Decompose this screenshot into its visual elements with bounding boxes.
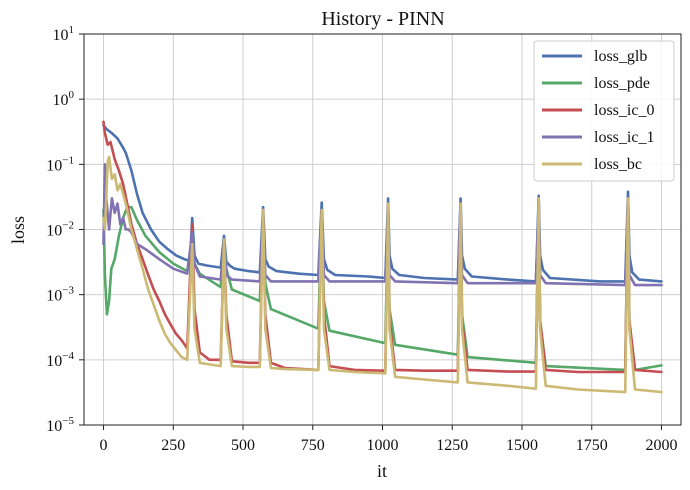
y-tick-exponent: −1: [62, 154, 74, 166]
y-tick-label: 10−5: [46, 415, 74, 435]
series-layer: [102, 120, 663, 394]
x-tick-label: 2000: [645, 437, 677, 454]
legend-label: loss_glb: [594, 48, 647, 65]
y-tick-label: 10−2: [46, 220, 74, 240]
y-tick-exponent: −4: [62, 350, 74, 362]
series-line-loss-bc: [102, 155, 663, 394]
y-tick-exponent: −3: [62, 285, 74, 297]
series-line-loss-ic-1: [102, 163, 663, 287]
legend-label: loss_ic_1: [594, 129, 654, 146]
y-tick-label: 100: [53, 89, 75, 109]
legend: loss_glb loss_pde loss_ic_0 loss_ic_1 loss_b…: [533, 40, 675, 182]
legend-label: loss_bc: [594, 156, 642, 173]
legend-label: loss_pde: [594, 75, 650, 92]
y-tick-base: 10: [46, 288, 62, 305]
legend-label: loss_ic_0: [594, 102, 654, 119]
x-tick-label: 750: [301, 437, 325, 454]
ticks-layer: 0 250 500 750 1000 1250 1500 1750 200010−510−410…: [46, 24, 677, 454]
x-tick-label: 1250: [436, 437, 468, 454]
x-tick-label: 1000: [367, 437, 399, 454]
y-tick-label: 10−3: [46, 285, 74, 305]
y-tick-exponent: 0: [69, 89, 75, 101]
y-tick-exponent: −2: [62, 220, 74, 232]
y-tick-base: 10: [46, 418, 62, 435]
x-tick-label: 1750: [576, 437, 608, 454]
x-tick-label: 250: [161, 437, 185, 454]
y-tick-exponent: 1: [69, 24, 75, 36]
x-tick-label: 0: [100, 437, 108, 454]
y-tick-label: 10−4: [46, 350, 74, 370]
y-tick-base: 10: [53, 92, 69, 109]
y-tick-exponent: −5: [62, 415, 74, 427]
x-tick-label: 1500: [506, 437, 538, 454]
y-tick-label: 10−1: [46, 154, 74, 174]
y-tick-base: 10: [46, 223, 62, 240]
legend-box: [533, 40, 675, 182]
x-tick-label: 500: [231, 437, 255, 454]
y-tick-base: 10: [46, 157, 62, 174]
y-axis-label: loss: [8, 216, 28, 244]
y-tick-label: 101: [53, 24, 75, 44]
series-line-loss-glb: [102, 123, 663, 283]
x-axis-label: it: [377, 461, 387, 481]
chart-title: History - PINN: [321, 8, 444, 30]
y-tick-base: 10: [46, 353, 62, 370]
y-tick-base: 10: [53, 27, 69, 44]
